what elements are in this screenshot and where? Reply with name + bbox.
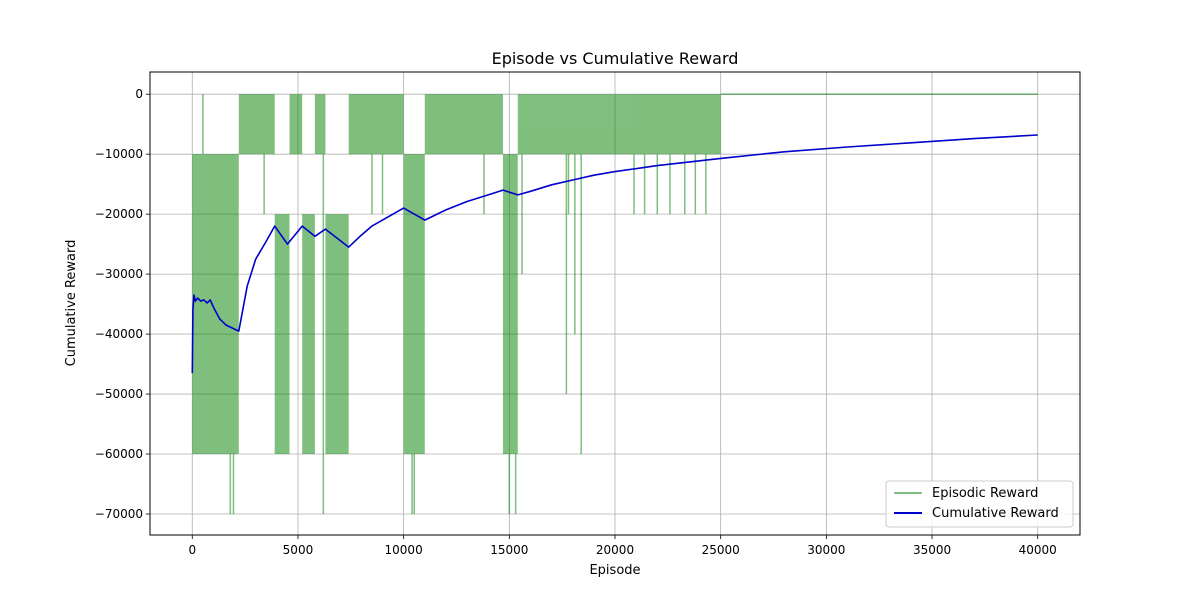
y-tick-label: −10000	[95, 147, 143, 161]
y-tick-label: −20000	[95, 207, 143, 221]
chart-title: Episode vs Cumulative Reward	[492, 49, 739, 68]
x-tick-label: 35000	[913, 543, 951, 557]
x-tick-label: 30000	[807, 543, 845, 557]
legend-label-cumulative: Cumulative Reward	[932, 506, 1059, 521]
x-tick-label: 0	[188, 543, 196, 557]
axis-ticks: 0 5000 10000 15000 20000 25000 30000 35000 40000…	[95, 87, 1057, 557]
episodic-reward-band	[192, 154, 239, 455]
y-tick-label: 0	[135, 87, 143, 101]
y-tick-label: −50000	[95, 387, 143, 401]
episodic-reward-band	[424, 94, 503, 155]
y-axis-label: Cumulative Reward	[64, 240, 79, 367]
episodic-reward-band	[314, 94, 326, 155]
episodic-reward-band	[348, 94, 404, 155]
x-tick-label: 15000	[490, 543, 528, 557]
x-axis-label: Episode	[589, 563, 640, 578]
legend-label-episodic: Episodic Reward	[932, 486, 1038, 501]
plot-series	[191, 93, 1038, 515]
y-tick-label: −30000	[95, 267, 143, 281]
episodic-reward-band	[289, 94, 303, 155]
episodic-reward-band	[502, 154, 518, 455]
episodic-reward-band	[302, 214, 315, 455]
x-tick-label: 40000	[1019, 543, 1057, 557]
y-tick-label: −70000	[95, 507, 143, 521]
episodic-reward-band	[274, 214, 290, 455]
legend-box	[885, 480, 1074, 528]
x-tick-label: 5000	[283, 543, 314, 557]
episodic-reward-band	[238, 94, 275, 155]
series-cumulative-reward	[191, 134, 1038, 374]
x-tick-label: 10000	[385, 543, 423, 557]
x-tick-label: 20000	[596, 543, 634, 557]
y-tick-label: −60000	[95, 447, 143, 461]
legend: Episodic Reward Cumulative Reward	[885, 480, 1074, 528]
series-episodic-reward	[192, 93, 1038, 515]
episodic-reward-band	[517, 94, 721, 155]
y-tick-label: −40000	[95, 327, 143, 341]
episodic-reward-band	[325, 214, 349, 455]
x-tick-label: 25000	[702, 543, 740, 557]
